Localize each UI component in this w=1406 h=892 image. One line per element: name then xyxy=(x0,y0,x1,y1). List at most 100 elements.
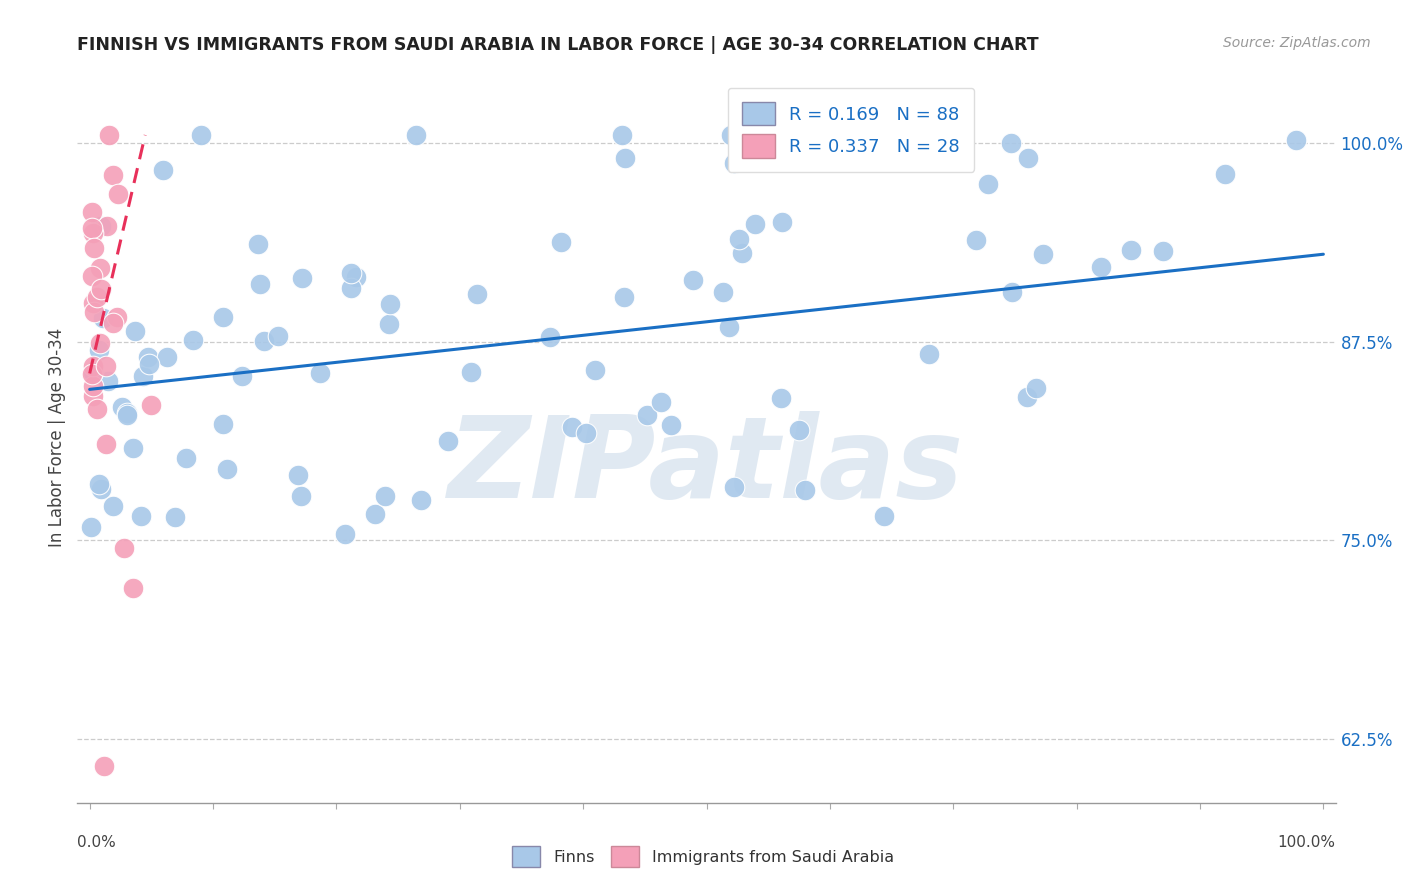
Point xyxy=(90,219,112,234)
Point xyxy=(83,241,105,255)
Point xyxy=(124,324,146,338)
Point xyxy=(873,508,896,523)
Point xyxy=(89,336,111,351)
Point xyxy=(94,359,117,373)
Point xyxy=(212,417,235,432)
Point xyxy=(711,285,734,300)
Point xyxy=(787,423,810,437)
Point xyxy=(91,311,114,326)
Point xyxy=(82,379,104,393)
Point xyxy=(97,128,120,142)
Point xyxy=(575,426,598,441)
Point xyxy=(291,271,314,285)
Point xyxy=(723,155,745,169)
Point xyxy=(89,260,111,275)
Point xyxy=(82,365,104,379)
Point xyxy=(1119,243,1142,257)
Point xyxy=(156,350,179,364)
Point xyxy=(101,168,124,182)
Point xyxy=(1018,151,1040,165)
Point xyxy=(378,317,401,331)
Point xyxy=(253,334,276,349)
Point xyxy=(460,366,482,380)
Point xyxy=(1152,244,1174,259)
Point xyxy=(374,489,396,503)
Point xyxy=(1025,381,1047,395)
Point xyxy=(583,363,606,377)
Point xyxy=(82,226,104,240)
Point xyxy=(86,402,108,417)
Point xyxy=(141,398,163,412)
Point xyxy=(612,128,634,142)
Point xyxy=(82,296,104,310)
Point xyxy=(82,367,104,381)
Point xyxy=(731,245,754,260)
Point xyxy=(111,401,134,415)
Point xyxy=(267,329,290,343)
Point xyxy=(728,232,751,246)
Point xyxy=(136,350,159,364)
Text: Source: ZipAtlas.com: Source: ZipAtlas.com xyxy=(1223,36,1371,50)
Point xyxy=(538,330,561,344)
Text: ZIPatlas: ZIPatlas xyxy=(449,411,965,522)
Point xyxy=(917,346,939,360)
Point xyxy=(121,581,143,595)
Point xyxy=(613,151,636,165)
Point xyxy=(340,281,363,295)
Point xyxy=(101,316,124,330)
Point xyxy=(89,476,111,491)
Point xyxy=(82,269,104,284)
Point xyxy=(637,409,659,423)
Point xyxy=(165,510,187,524)
Point xyxy=(82,221,104,235)
Point xyxy=(287,468,309,483)
Point xyxy=(333,527,356,541)
Point xyxy=(231,368,253,383)
Point xyxy=(115,408,138,422)
Point xyxy=(405,128,427,142)
Text: 100.0%: 100.0% xyxy=(1278,836,1336,850)
Point xyxy=(1285,133,1308,147)
Point xyxy=(129,509,152,524)
Text: 0.0%: 0.0% xyxy=(77,836,117,850)
Point xyxy=(122,441,145,455)
Point xyxy=(105,310,128,324)
Point xyxy=(83,305,105,319)
Point xyxy=(290,489,312,503)
Point xyxy=(770,391,793,405)
Point xyxy=(115,406,138,420)
Point xyxy=(965,233,987,247)
Point xyxy=(93,759,115,773)
Point xyxy=(409,493,432,508)
Legend: Finns, Immigrants from Saudi Arabia: Finns, Immigrants from Saudi Arabia xyxy=(505,839,901,873)
Point xyxy=(152,163,174,178)
Point xyxy=(378,297,401,311)
Point xyxy=(183,333,205,347)
Point xyxy=(90,483,112,497)
Point xyxy=(650,395,672,409)
Text: FINNISH VS IMMIGRANTS FROM SAUDI ARABIA IN LABOR FORCE | AGE 30-34 CORRELATION C: FINNISH VS IMMIGRANTS FROM SAUDI ARABIA … xyxy=(77,36,1039,54)
Point xyxy=(977,177,1000,191)
Point xyxy=(80,520,103,534)
Point xyxy=(82,389,104,403)
Point xyxy=(1001,285,1024,300)
Point xyxy=(613,290,636,304)
Point xyxy=(82,359,104,373)
Point xyxy=(190,128,212,142)
Point xyxy=(723,480,745,494)
Legend: R = 0.169   N = 88, R = 0.337   N = 28: R = 0.169 N = 88, R = 0.337 N = 28 xyxy=(728,87,974,172)
Point xyxy=(744,218,766,232)
Point xyxy=(90,282,112,296)
Point xyxy=(437,434,460,449)
Point xyxy=(659,417,682,432)
Point xyxy=(1017,390,1039,404)
Point xyxy=(112,541,135,556)
Point xyxy=(1000,136,1022,150)
Point xyxy=(212,310,235,324)
Point xyxy=(340,266,363,280)
Point xyxy=(132,368,155,383)
Point xyxy=(82,205,104,219)
Point xyxy=(86,290,108,304)
Point xyxy=(174,451,197,466)
Point xyxy=(794,483,817,497)
